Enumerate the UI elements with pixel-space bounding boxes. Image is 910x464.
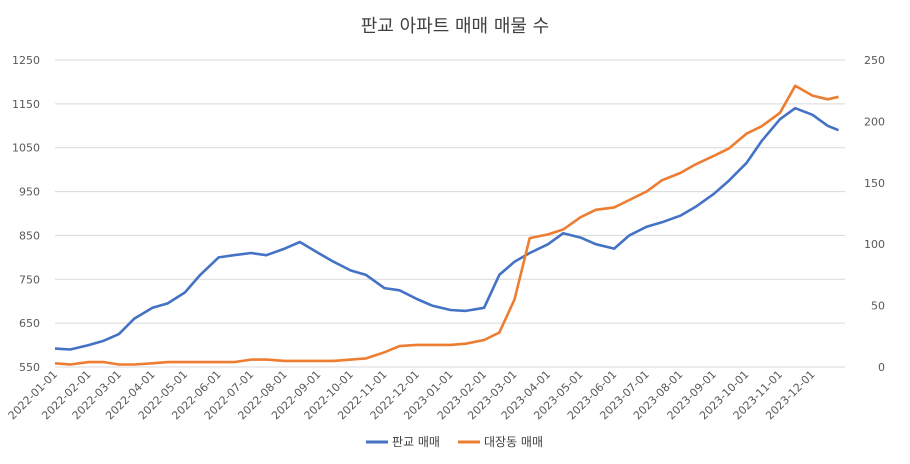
x-axis: 2022-01-012022-02-012022-03-012022-04-01… <box>6 368 818 422</box>
series-line-pangyo <box>54 106 839 351</box>
y-right-tick-label: 250 <box>864 54 885 67</box>
y-left-tick-label: 1050 <box>12 142 40 155</box>
y-left-tick-label: 550 <box>19 361 40 374</box>
legend-label-daejang: 대장동 매매 <box>484 435 543 449</box>
series-line-daejang <box>54 84 839 366</box>
chart-title: 판교 아파트 매매 매물 수 <box>361 16 550 37</box>
y-left-tick-label: 1150 <box>12 98 40 111</box>
y-left-tick-label: 650 <box>19 317 40 330</box>
legend-label-pangyo: 판교 매매 <box>392 435 440 449</box>
y-left-tick-label: 750 <box>19 273 40 286</box>
series-lines <box>54 84 839 366</box>
y-right-tick-label: 200 <box>864 115 885 128</box>
y-right-tick-label: 0 <box>878 361 885 374</box>
y-axis-left: 550 650 750 850 950 1050 1150 1250 <box>12 54 40 374</box>
gridlines <box>55 59 845 368</box>
y-left-tick-label: 950 <box>19 186 40 199</box>
y-axis-right: 0 50 100 150 200 250 <box>864 54 885 374</box>
y-right-tick-label: 150 <box>864 177 885 190</box>
y-left-tick-label: 1250 <box>12 54 40 67</box>
y-left-tick-label: 850 <box>19 229 40 242</box>
y-right-tick-label: 100 <box>864 238 885 251</box>
legend: 판교 매매 대장동 매매 <box>366 435 543 449</box>
y-right-tick-label: 50 <box>871 300 885 313</box>
